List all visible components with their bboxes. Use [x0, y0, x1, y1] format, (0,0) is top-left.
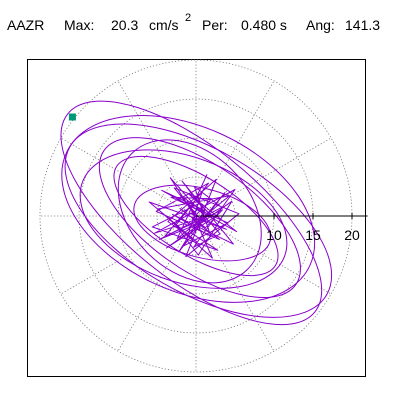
grid-spoke [195, 80, 275, 217]
orbit-loop [117, 139, 262, 284]
radial-axis: 10 15 20 [196, 213, 368, 243]
per-value: 0.480 s [241, 17, 287, 33]
radial-tick-label: 10 [266, 227, 282, 243]
peak-marker-layer [68, 113, 76, 121]
header-bar: AAZR Max: 20.3 cm/s 2 Per: 0.480 s Ang: … [0, 12, 400, 37]
orbit-loop [60, 100, 323, 326]
orbit-loop [133, 184, 272, 262]
orbit-trace-center [148, 174, 240, 259]
per-label: Per: [202, 17, 228, 33]
ang-value: 141.3 [345, 17, 381, 33]
grid-spoke [60, 137, 197, 217]
grid-spoke [195, 215, 332, 295]
orbit-loop [79, 149, 288, 289]
max-unit: cm/s [149, 17, 179, 33]
peak-marker [68, 113, 76, 121]
max-value: 20.3 [111, 17, 139, 33]
max-unit-exponent: 2 [185, 12, 192, 24]
particle-motion-orbit [60, 100, 333, 326]
orbit-loop [61, 115, 316, 303]
max-label: Max: [64, 17, 95, 33]
plot-frame [27, 59, 366, 377]
orbit-loop [113, 155, 279, 277]
orbit-loop [98, 137, 301, 299]
ang-label: Ang: [306, 17, 335, 33]
grid-spoke [117, 215, 197, 352]
radial-tick-label: 20 [344, 227, 360, 243]
grid-spoke [117, 80, 197, 217]
grid-spoke [60, 215, 197, 295]
radial-tick-label: 15 [305, 227, 321, 243]
station-code: AAZR [7, 17, 45, 33]
